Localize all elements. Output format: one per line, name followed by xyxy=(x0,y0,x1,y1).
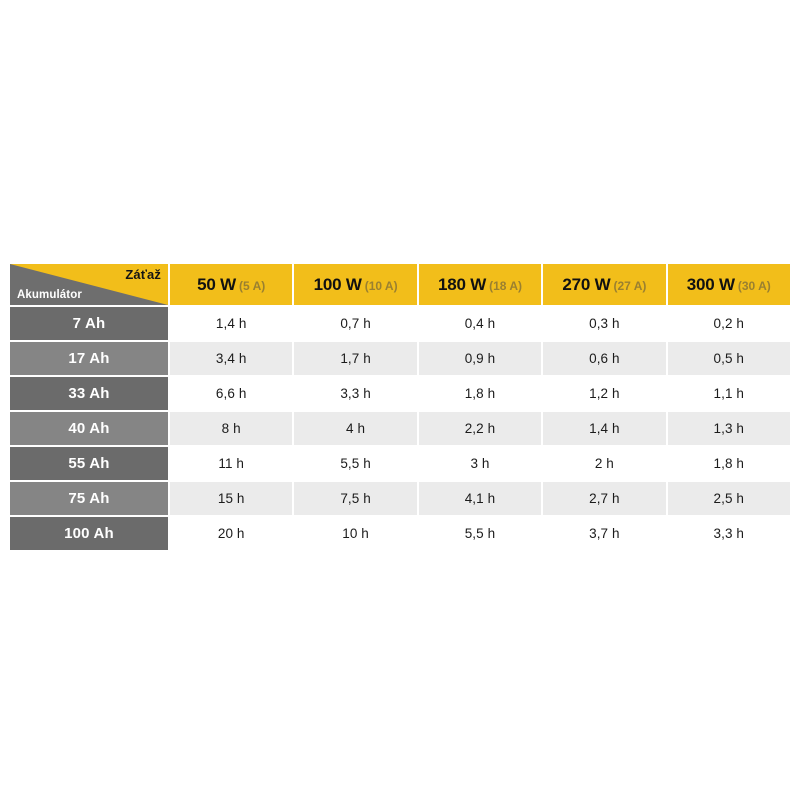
column-header-0: 50 W (5 A) xyxy=(170,264,293,305)
table-body: 7 Ah 1,4 h 0,7 h 0,4 h 0,3 h 0,2 h 17 Ah… xyxy=(10,307,790,550)
battery-runtime-table: Záťaž Akumulátor 50 W (5 A) 100 W (10 A) 1… xyxy=(8,262,792,552)
table-row: 40 Ah 8 h 4 h 2,2 h 1,4 h 1,3 h xyxy=(10,412,790,445)
cell-6-2: 5,5 h xyxy=(418,517,542,550)
cell-3-2: 2,2 h xyxy=(418,412,542,445)
column-header-amp-4: (30 A) xyxy=(737,278,771,293)
cell-2-2: 1,8 h xyxy=(418,377,542,410)
cell-3-1: 4 h xyxy=(294,412,417,445)
row-label-3: 40 Ah xyxy=(10,412,168,445)
cell-4-2: 3 h xyxy=(418,447,542,480)
column-header-1: 100 W (10 A) xyxy=(294,264,417,305)
cell-1-4: 0,5 h xyxy=(667,342,790,375)
table-row: 75 Ah 15 h 7,5 h 4,1 h 2,7 h 2,5 h xyxy=(10,482,790,515)
table-row: 55 Ah 11 h 5,5 h 3 h 2 h 1,8 h xyxy=(10,447,790,480)
cell-6-4: 3,3 h xyxy=(667,517,790,550)
row-label-2: 33 Ah xyxy=(10,377,168,410)
table-header: Záťaž Akumulátor 50 W (5 A) 100 W (10 A) 1… xyxy=(10,264,790,305)
cell-1-0: 3,4 h xyxy=(170,342,293,375)
cell-2-4: 1,1 h xyxy=(667,377,790,410)
cell-6-0: 20 h xyxy=(170,517,293,550)
row-label-0: 7 Ah xyxy=(10,307,168,340)
corner-load-label: Záťaž xyxy=(125,267,161,282)
row-label-6: 100 Ah xyxy=(10,517,168,550)
corner-battery-label: Akumulátor xyxy=(17,289,82,301)
column-header-4: 300 W (30 A) xyxy=(667,264,790,305)
battery-runtime-table-container: Záťaž Akumulátor 50 W (5 A) 100 W (10 A) 1… xyxy=(8,262,792,552)
table-header-row: Záťaž Akumulátor 50 W (5 A) 100 W (10 A) 1… xyxy=(10,264,790,305)
cell-5-1: 7,5 h xyxy=(294,482,417,515)
column-header-watt-1: 100 W xyxy=(313,274,362,294)
column-header-2: 180 W (18 A) xyxy=(418,264,542,305)
cell-0-1: 0,7 h xyxy=(294,307,417,340)
cell-0-4: 0,2 h xyxy=(667,307,790,340)
cell-0-2: 0,4 h xyxy=(418,307,542,340)
cell-5-2: 4,1 h xyxy=(418,482,542,515)
column-header-amp-1: (10 A) xyxy=(364,278,398,293)
cell-3-0: 8 h xyxy=(170,412,293,445)
column-header-amp-0: (5 A) xyxy=(239,278,266,293)
column-header-watt-4: 300 W xyxy=(686,274,735,294)
cell-2-3: 1,2 h xyxy=(543,377,666,410)
column-header-3: 270 W (27 A) xyxy=(543,264,666,305)
column-header-amp-2: (18 A) xyxy=(489,278,522,293)
cell-4-1: 5,5 h xyxy=(294,447,417,480)
cell-4-0: 11 h xyxy=(170,447,293,480)
cell-0-3: 0,3 h xyxy=(543,307,666,340)
cell-5-4: 2,5 h xyxy=(667,482,790,515)
cell-2-0: 6,6 h xyxy=(170,377,293,410)
row-label-4: 55 Ah xyxy=(10,447,168,480)
cell-6-1: 10 h xyxy=(294,517,417,550)
corner-header-cell: Záťaž Akumulátor xyxy=(10,264,168,305)
cell-1-1: 1,7 h xyxy=(294,342,417,375)
cell-1-3: 0,6 h xyxy=(543,342,666,375)
cell-4-4: 1,8 h xyxy=(667,447,790,480)
column-header-amp-3: (27 A) xyxy=(613,278,647,293)
cell-1-2: 0,9 h xyxy=(418,342,542,375)
table-row: 100 Ah 20 h 10 h 5,5 h 3,7 h 3,3 h xyxy=(10,517,790,550)
cell-5-3: 2,7 h xyxy=(543,482,666,515)
column-header-watt-2: 180 W xyxy=(437,274,487,294)
cell-6-3: 3,7 h xyxy=(543,517,666,550)
row-label-1: 17 Ah xyxy=(10,342,168,375)
column-header-watt-0: 50 W xyxy=(197,274,237,294)
cell-2-1: 3,3 h xyxy=(294,377,417,410)
cell-3-4: 1,3 h xyxy=(667,412,790,445)
table-row: 33 Ah 6,6 h 3,3 h 1,8 h 1,2 h 1,1 h xyxy=(10,377,790,410)
cell-0-0: 1,4 h xyxy=(170,307,293,340)
table-row: 7 Ah 1,4 h 0,7 h 0,4 h 0,3 h 0,2 h xyxy=(10,307,790,340)
cell-5-0: 15 h xyxy=(170,482,293,515)
cell-3-3: 1,4 h xyxy=(543,412,666,445)
cell-4-3: 2 h xyxy=(543,447,666,480)
table-row: 17 Ah 3,4 h 1,7 h 0,9 h 0,6 h 0,5 h xyxy=(10,342,790,375)
column-header-watt-3: 270 W xyxy=(562,274,611,294)
row-label-5: 75 Ah xyxy=(10,482,168,515)
